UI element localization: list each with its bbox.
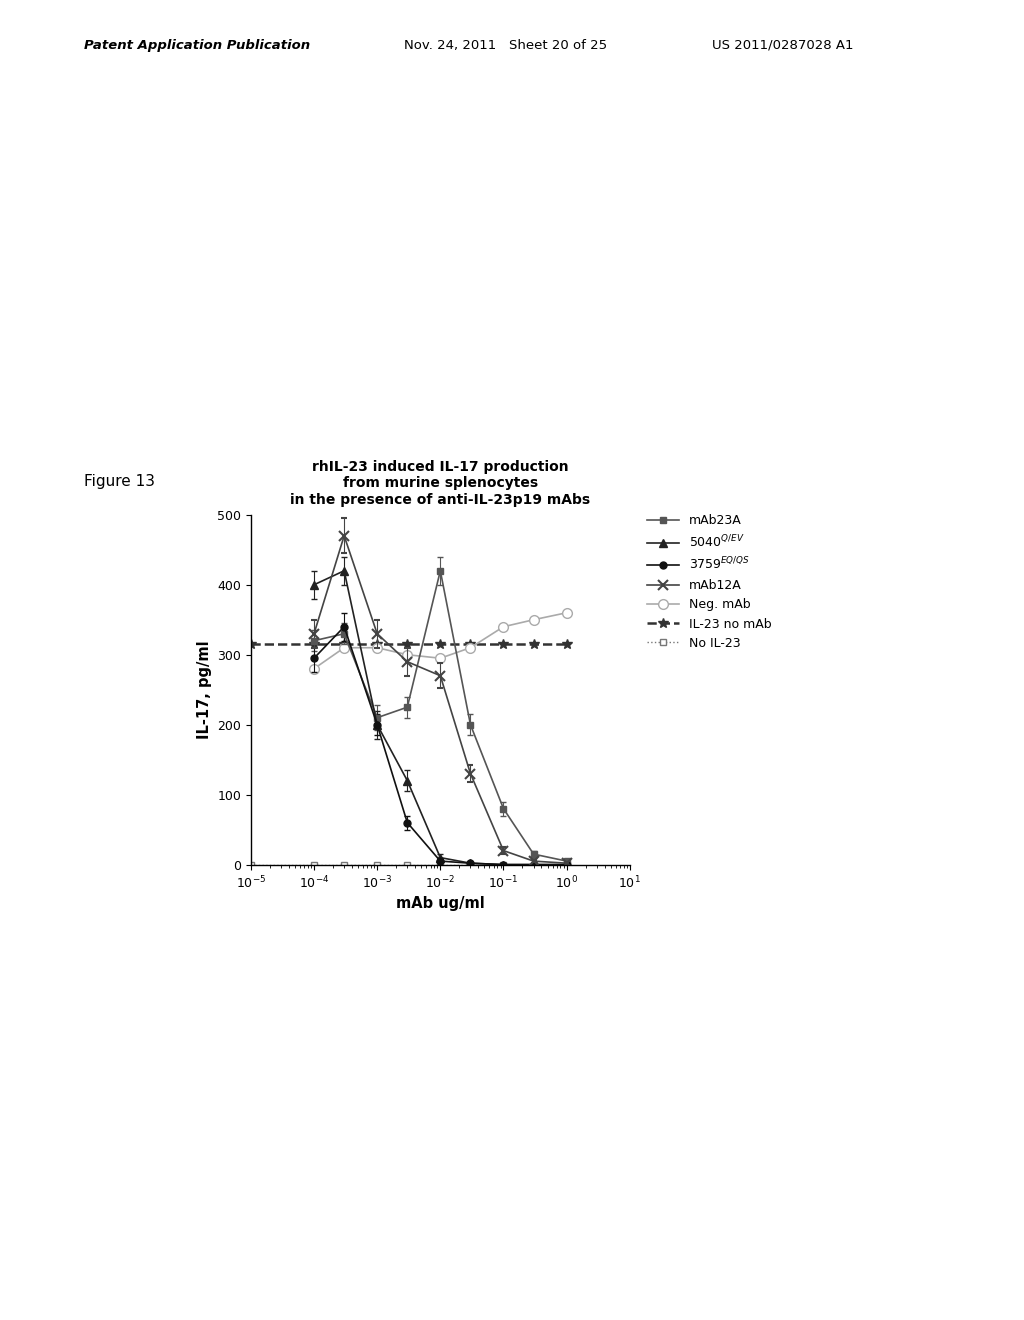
Text: Patent Application Publication: Patent Application Publication (84, 38, 310, 51)
Y-axis label: IL-17, pg/ml: IL-17, pg/ml (197, 640, 212, 739)
Legend: mAb23A, 5040$^{Q/EV}$, 3759$^{EQ/QS}$, mAb12A, Neg. mAb, IL-23 no mAb, No IL-23: mAb23A, 5040$^{Q/EV}$, 3759$^{EQ/QS}$, m… (647, 513, 771, 649)
Text: Figure 13: Figure 13 (84, 474, 155, 488)
Title: rhIL-23 induced IL-17 production
from murine splenocytes
in the presence of anti: rhIL-23 induced IL-17 production from mu… (290, 461, 591, 507)
Text: Nov. 24, 2011   Sheet 20 of 25: Nov. 24, 2011 Sheet 20 of 25 (404, 38, 607, 51)
X-axis label: mAb ug/ml: mAb ug/ml (396, 896, 484, 912)
Text: US 2011/0287028 A1: US 2011/0287028 A1 (712, 38, 853, 51)
